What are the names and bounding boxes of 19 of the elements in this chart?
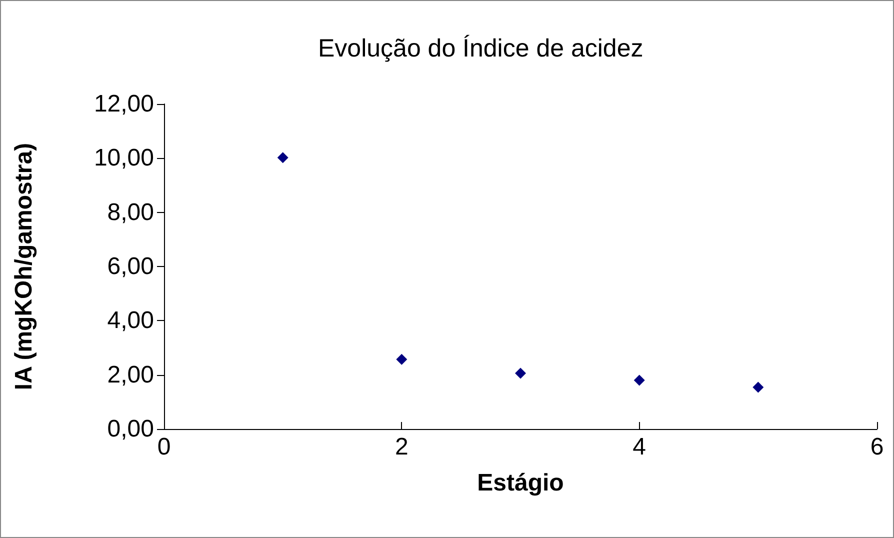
point (752, 382, 764, 393)
point (396, 354, 408, 365)
x-tick-label: 2 (394, 434, 408, 460)
chart-title: Evolução do Índice de acidez (318, 34, 644, 62)
y-axis-title: IA (mgKOh/gamostra) (10, 142, 38, 390)
y-tick-label: 10,00 (94, 144, 154, 172)
point (515, 368, 526, 379)
x-axis-title: Estágio (477, 470, 564, 496)
y-tick-label: 0,00 (107, 416, 154, 442)
point (634, 374, 645, 386)
x-tick-label: 0 (157, 434, 171, 460)
point (277, 152, 288, 164)
y-tick-label: 12,00 (94, 90, 154, 118)
y-tick-label: 8,00 (107, 198, 154, 226)
y-tick-label: 2,00 (107, 361, 154, 388)
y-tick-label: 6,00 (107, 253, 154, 280)
x-tick-label: 6 (870, 434, 884, 460)
y-tick-label: 4,00 (107, 307, 154, 334)
x-tick-label: 4 (632, 434, 646, 460)
